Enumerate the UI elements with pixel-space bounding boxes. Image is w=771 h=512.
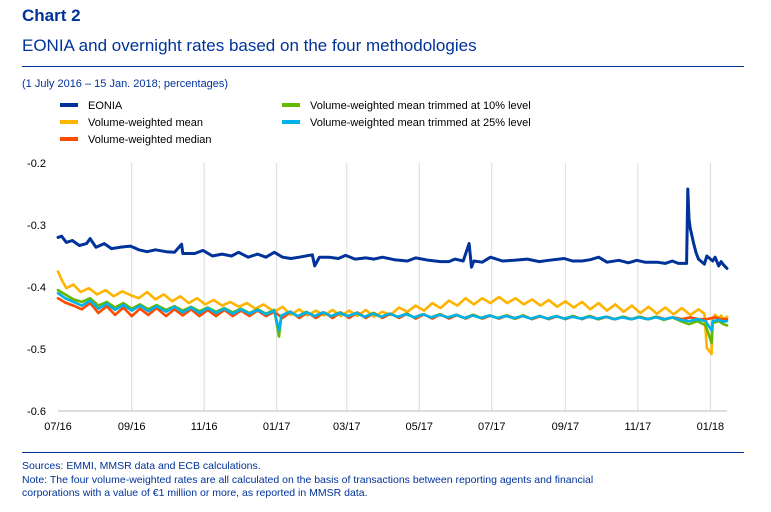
legend-swatch-trimmed-10 xyxy=(282,103,300,108)
legend-label-eonia: EONIA xyxy=(88,100,123,112)
series-line-trimmed-25 xyxy=(56,291,729,332)
series-line-eonia xyxy=(56,187,729,270)
chart-title: EONIA and overnight rates based on the f… xyxy=(22,36,477,55)
y-tick-label: -0.5 xyxy=(27,344,46,356)
x-tick-label: 09/16 xyxy=(118,421,146,433)
x-tick-label: 07/17 xyxy=(478,421,506,433)
x-tick-label: 07/16 xyxy=(44,421,72,433)
y-tick-label: -0.4 xyxy=(27,282,46,294)
legend-label-mean: Volume-weighted mean xyxy=(88,117,203,129)
series-lines xyxy=(56,187,729,356)
grid xyxy=(131,163,711,411)
legend-item-trimmed-10: Volume-weighted mean trimmed at 10% leve… xyxy=(282,100,531,112)
y-tick-label: -0.6 xyxy=(27,406,46,418)
footnote-note-line1: Note: The four volume-weighted rates are… xyxy=(22,474,594,486)
legend-item-median: Volume-weighted median xyxy=(60,134,212,146)
title-rule xyxy=(22,66,744,67)
footnote-note-line2: corporations with a value of €1 million … xyxy=(22,487,368,499)
legend-swatch-median xyxy=(60,137,78,142)
chart-number: Chart 2 xyxy=(22,6,81,25)
legend-label-trimmed-25: Volume-weighted mean trimmed at 25% leve… xyxy=(310,117,531,129)
legend-item-eonia: EONIA xyxy=(60,100,122,112)
y-tick-label: -0.3 xyxy=(27,220,46,232)
x-tick-label: 03/17 xyxy=(333,421,361,433)
x-axis: 07/16 09/16 11/16 01/17 03/17 05/17 07/17 09/17… xyxy=(44,410,727,433)
x-tick-label: 01/17 xyxy=(263,421,291,433)
footnote-sources: Sources: EMMI, MMSR data and ECB calcula… xyxy=(22,460,261,472)
legend-swatch-eonia xyxy=(60,103,78,108)
legend-item-trimmed-25: Volume-weighted mean trimmed at 25% leve… xyxy=(282,117,531,129)
chart-subtitle: (1 July 2016 – 15 Jan. 2018; percentages… xyxy=(22,78,229,90)
x-tick-label: 05/17 xyxy=(405,421,433,433)
x-tick-label: 09/17 xyxy=(552,421,580,433)
x-tick-label: 11/16 xyxy=(191,421,218,433)
legend-swatch-trimmed-25 xyxy=(282,120,300,125)
legend-swatch-mean xyxy=(60,120,78,125)
y-axis: -0.2 -0.3 -0.4 -0.5 -0.6 xyxy=(27,158,46,418)
series-line-mean xyxy=(56,270,729,356)
legend-label-median: Volume-weighted median xyxy=(88,134,212,146)
legend-label-trimmed-10: Volume-weighted mean trimmed at 10% leve… xyxy=(310,100,531,112)
footnote-rule xyxy=(22,452,744,453)
legend-item-mean: Volume-weighted mean xyxy=(60,117,203,129)
x-tick-label: 11/17 xyxy=(625,421,652,433)
x-tick-label: 01/18 xyxy=(697,421,725,433)
y-tick-label: -0.2 xyxy=(27,158,46,170)
